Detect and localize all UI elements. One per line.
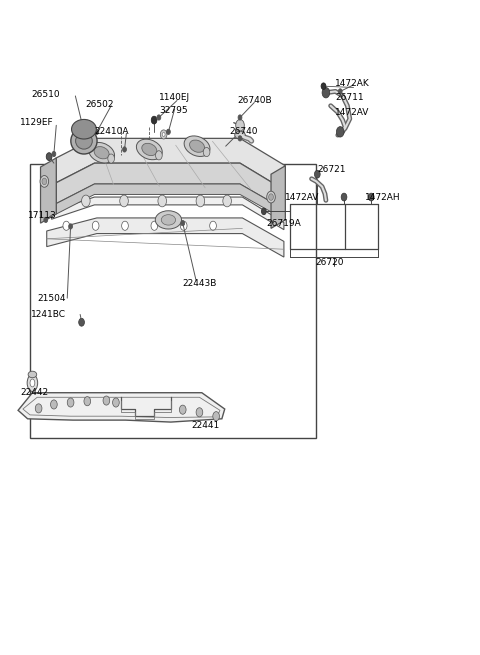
Circle shape: [262, 208, 266, 215]
Circle shape: [92, 221, 99, 231]
Circle shape: [267, 191, 276, 203]
Text: 26740B: 26740B: [238, 96, 272, 105]
Circle shape: [40, 176, 48, 187]
Circle shape: [158, 195, 167, 207]
Polygon shape: [56, 184, 285, 220]
Text: 1472AH: 1472AH: [365, 193, 401, 202]
Polygon shape: [51, 197, 284, 230]
Text: 22442: 22442: [21, 388, 48, 397]
Text: 26720: 26720: [315, 258, 344, 267]
Circle shape: [120, 195, 128, 207]
Circle shape: [121, 221, 128, 231]
Text: 1472AV: 1472AV: [336, 108, 370, 117]
Circle shape: [67, 398, 74, 407]
Circle shape: [338, 89, 342, 94]
Text: 26721: 26721: [317, 165, 346, 174]
Ellipse shape: [184, 136, 210, 157]
Ellipse shape: [235, 131, 245, 139]
Circle shape: [35, 404, 42, 413]
Ellipse shape: [27, 375, 37, 392]
Text: 17113: 17113: [28, 211, 56, 220]
Ellipse shape: [30, 379, 35, 387]
Circle shape: [108, 154, 115, 163]
Ellipse shape: [28, 371, 36, 378]
Ellipse shape: [89, 142, 115, 163]
Ellipse shape: [190, 140, 204, 153]
Ellipse shape: [75, 133, 92, 149]
Ellipse shape: [94, 147, 109, 159]
Circle shape: [236, 119, 244, 131]
Circle shape: [196, 407, 203, 417]
Circle shape: [151, 221, 157, 231]
Circle shape: [322, 88, 330, 98]
Circle shape: [180, 405, 186, 414]
Circle shape: [238, 115, 242, 120]
Text: 1140EJ: 1140EJ: [159, 94, 190, 102]
Circle shape: [83, 132, 87, 138]
Circle shape: [69, 224, 72, 229]
Text: 26510: 26510: [31, 90, 60, 98]
Circle shape: [52, 151, 56, 157]
Circle shape: [336, 126, 344, 137]
Circle shape: [314, 170, 320, 178]
Text: 26711: 26711: [336, 94, 364, 102]
Circle shape: [180, 221, 187, 231]
Circle shape: [321, 83, 326, 90]
Text: 1241BC: 1241BC: [31, 310, 66, 319]
Circle shape: [213, 411, 219, 421]
Ellipse shape: [161, 215, 176, 225]
Circle shape: [80, 318, 84, 324]
Circle shape: [82, 195, 90, 207]
Circle shape: [160, 130, 167, 139]
Text: 32795: 32795: [159, 107, 188, 115]
Text: 1472AK: 1472AK: [336, 79, 370, 88]
Polygon shape: [56, 163, 285, 210]
Circle shape: [368, 193, 374, 201]
Circle shape: [181, 221, 185, 226]
Text: 26740: 26740: [229, 127, 258, 136]
Circle shape: [42, 178, 47, 185]
Ellipse shape: [142, 143, 157, 156]
Text: 21504: 21504: [37, 293, 66, 303]
Text: 26719A: 26719A: [266, 219, 301, 228]
Circle shape: [162, 132, 165, 136]
Circle shape: [151, 116, 157, 124]
Ellipse shape: [136, 139, 162, 160]
Circle shape: [113, 398, 119, 407]
Circle shape: [167, 129, 170, 134]
Circle shape: [238, 136, 242, 141]
Polygon shape: [271, 166, 285, 229]
Circle shape: [44, 217, 48, 223]
Circle shape: [157, 115, 161, 120]
Text: 22441: 22441: [192, 421, 219, 430]
Circle shape: [46, 153, 52, 160]
Polygon shape: [47, 218, 284, 257]
Text: 26502: 26502: [85, 100, 113, 109]
Text: 1472AV: 1472AV: [285, 193, 320, 202]
Bar: [30, 164, 316, 438]
Circle shape: [50, 400, 57, 409]
Text: 1129EF: 1129EF: [20, 117, 53, 126]
Text: 22443B: 22443B: [183, 278, 217, 288]
Circle shape: [196, 195, 204, 207]
Polygon shape: [40, 158, 56, 223]
Circle shape: [122, 147, 126, 152]
Circle shape: [341, 193, 347, 201]
Circle shape: [103, 396, 110, 405]
Polygon shape: [18, 393, 225, 422]
Ellipse shape: [71, 128, 97, 154]
Circle shape: [63, 221, 70, 231]
Ellipse shape: [72, 119, 96, 139]
Circle shape: [84, 397, 91, 405]
Circle shape: [156, 151, 162, 160]
Circle shape: [269, 194, 274, 200]
Circle shape: [79, 318, 84, 326]
Ellipse shape: [156, 211, 181, 229]
Circle shape: [210, 221, 216, 231]
Circle shape: [223, 195, 231, 207]
Text: 22410A: 22410A: [95, 127, 129, 136]
Polygon shape: [56, 138, 285, 191]
Circle shape: [95, 129, 99, 134]
Circle shape: [203, 147, 210, 157]
